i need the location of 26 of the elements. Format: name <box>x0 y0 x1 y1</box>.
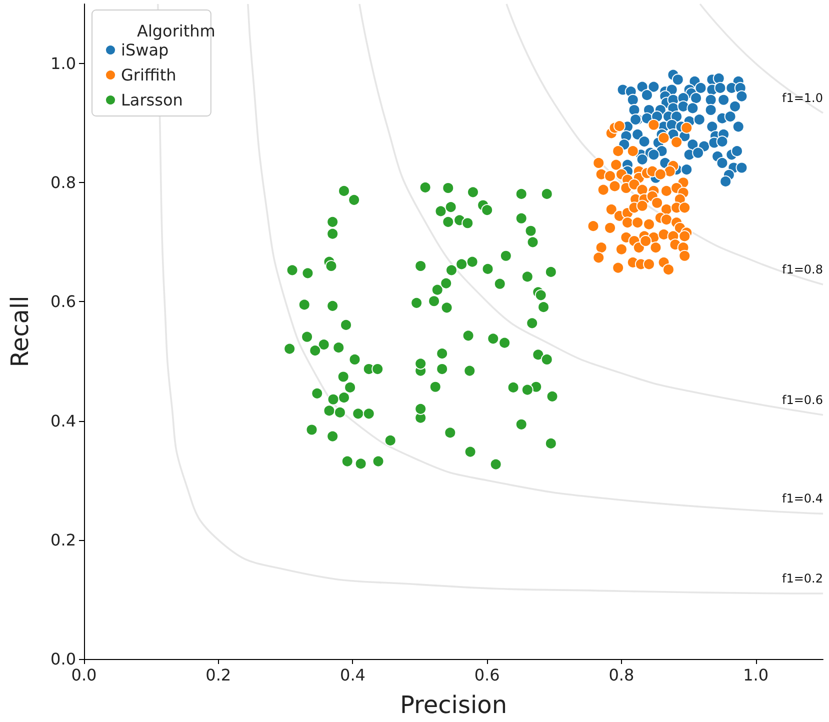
series-label: f1=0.6 <box>782 392 823 407</box>
line-series <box>247 3 824 515</box>
legend-title: Algorithm <box>137 22 216 40</box>
y-tick-label: 0.0 <box>50 650 76 668</box>
x-tick-label: 0.4 <box>340 666 366 684</box>
x-tick-label: 0.2 <box>206 666 232 684</box>
legend-label: iSwap <box>121 40 169 60</box>
x-axis-title: Precision <box>400 691 508 719</box>
series-label: f1=0.4 <box>782 492 823 506</box>
x-tick-label: 0.8 <box>608 666 634 684</box>
y-tick-label: 1.0 <box>50 54 76 74</box>
y-tick-label: 0.2 <box>50 530 76 550</box>
x-tick-label: 0.6 <box>474 666 500 684</box>
x-tick-label: 1.0 <box>743 666 769 684</box>
legend-label: Larsson <box>121 90 183 110</box>
y-tick-label: 0.6 <box>50 292 76 312</box>
legend-label: Griffith <box>121 66 176 84</box>
series-label: f1=0.8 <box>782 262 823 276</box>
y-tick-label: 0.4 <box>50 411 76 430</box>
line-series <box>358 3 824 416</box>
line-series <box>506 3 824 286</box>
y-tick-label: 0.8 <box>50 173 76 192</box>
y-axis-title: Recall <box>6 296 34 368</box>
x-tick-label: 0.0 <box>71 666 97 684</box>
series-label: f1=0.2 <box>782 572 823 586</box>
series-label: f1=1.0 <box>782 90 823 105</box>
